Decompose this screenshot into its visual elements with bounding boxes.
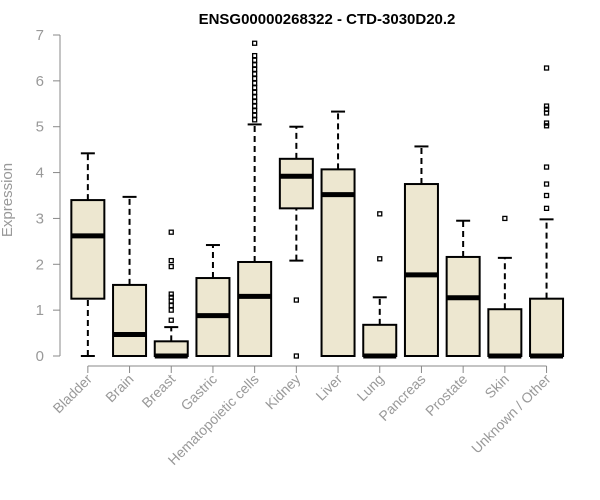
- y-tick-label: 6: [36, 73, 44, 90]
- outlier-point: [251, 40, 258, 46]
- outlier-point: [293, 353, 300, 359]
- outlier-point: [251, 117, 258, 123]
- iqr-box: [112, 283, 148, 357]
- iqr-box: [487, 308, 523, 357]
- x-tick-label: Unknown / Other: [468, 371, 554, 457]
- y-tick-label: 4: [36, 165, 44, 182]
- x-tick-label: Liver: [312, 371, 345, 404]
- outlier-point: [168, 317, 174, 323]
- outlier-point: [251, 89, 258, 95]
- outlier-point: [543, 164, 550, 170]
- outlier-point: [251, 62, 258, 68]
- x-tick-label: Bladder: [50, 371, 96, 417]
- outlier-point: [168, 291, 174, 297]
- box-gastric: [195, 244, 231, 357]
- outlier-point: [543, 205, 550, 211]
- x-tick-label: Breast: [138, 371, 178, 411]
- outlier-point: [251, 75, 258, 82]
- iqr-box: [362, 323, 398, 357]
- y-tick-label: 1: [36, 302, 44, 319]
- outlier-point: [251, 103, 258, 109]
- iqr-box: [403, 183, 439, 357]
- outlier-point: [543, 123, 550, 129]
- iqr-box: [529, 297, 565, 357]
- box-hematopoietic-cells: [237, 40, 273, 357]
- iqr-box: [237, 260, 273, 357]
- outlier-point: [168, 257, 174, 264]
- outlier-point: [251, 112, 258, 118]
- box-brain: [112, 195, 148, 357]
- chart-title: ENSG00000268322 - CTD-3030D20.2: [199, 11, 456, 28]
- outlier-point: [543, 192, 550, 199]
- outlier-point: [251, 80, 258, 86]
- y-tick-label: 0: [36, 348, 44, 365]
- box-prostate: [445, 219, 481, 358]
- iqr-box: [445, 255, 481, 358]
- box-skin: [487, 215, 523, 359]
- outlier-point: [543, 106, 550, 112]
- outlier-point: [251, 85, 258, 91]
- y-tick-label: 5: [36, 119, 44, 136]
- box-lung: [362, 211, 398, 359]
- x-tick-label: Kidney: [262, 371, 304, 413]
- outlier-point: [168, 229, 174, 235]
- outlier-point: [168, 294, 174, 300]
- box-breast: [153, 229, 189, 359]
- outlier-point: [251, 66, 258, 73]
- box-unknown-other: [529, 65, 565, 359]
- outlier-point: [251, 108, 258, 114]
- box-liver: [320, 110, 356, 357]
- outlier-point: [168, 263, 174, 270]
- iqr-box: [70, 199, 106, 300]
- outlier-point: [251, 98, 258, 105]
- iqr-box: [320, 168, 356, 357]
- outlier-point: [251, 94, 258, 100]
- x-tick-label: Skin: [481, 371, 512, 402]
- x-tick-label: Brain: [102, 371, 136, 405]
- y-tick-label: 2: [36, 256, 44, 273]
- outlier-point: [377, 211, 383, 217]
- outlier-point: [168, 302, 174, 309]
- outlier-point: [168, 307, 174, 313]
- iqr-box: [278, 157, 314, 210]
- y-tick-label: 7: [36, 27, 44, 44]
- boxes-group: [70, 40, 565, 359]
- outlier-point: [251, 71, 258, 77]
- box-bladder: [70, 152, 106, 357]
- outlier-point: [543, 181, 550, 187]
- outlier-point: [502, 215, 508, 222]
- y-axis-label: Expression: [0, 163, 16, 237]
- outlier-point: [251, 57, 258, 63]
- y-tick-label: 3: [36, 210, 44, 227]
- outlier-point: [543, 65, 550, 71]
- y-axis: 0 1 2 3 4 5 6 7: [36, 27, 61, 365]
- outlier-point: [293, 297, 300, 303]
- outlier-point: [543, 120, 550, 126]
- outlier-point: [543, 103, 550, 109]
- outlier-point: [251, 52, 258, 59]
- box-pancreas: [403, 145, 439, 357]
- outlier-point: [377, 256, 383, 262]
- x-tick-label: Lung: [354, 371, 387, 404]
- box-kidney: [278, 125, 314, 359]
- x-tick-label: Prostate: [422, 371, 470, 419]
